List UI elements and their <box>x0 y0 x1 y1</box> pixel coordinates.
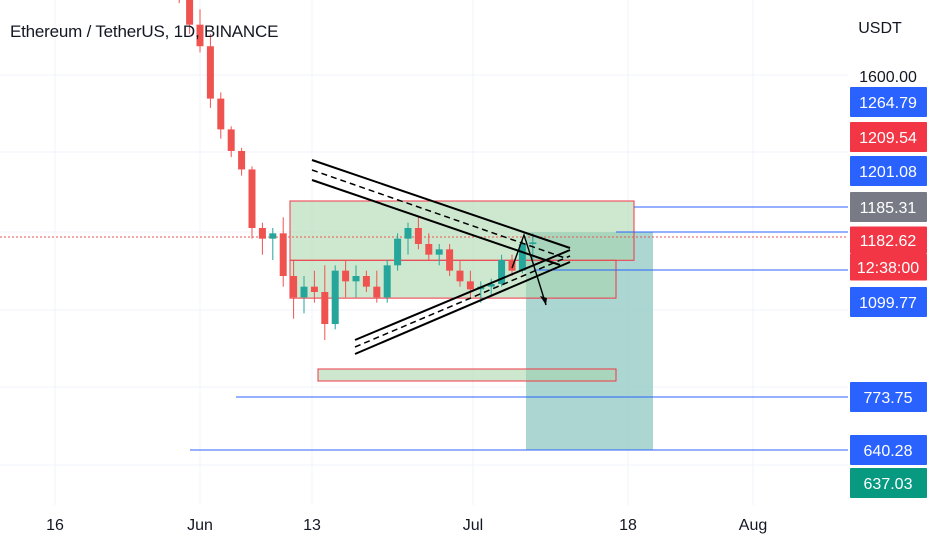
candle-body[interactable] <box>300 286 308 298</box>
candle-body[interactable] <box>227 129 235 151</box>
price-tag-text: 773.75 <box>864 390 913 407</box>
candle-body[interactable] <box>362 276 370 287</box>
candle-body[interactable] <box>196 24 204 47</box>
price-tag-text: 1099.77 <box>859 295 917 312</box>
candle-body[interactable] <box>466 281 474 290</box>
candle-body[interactable] <box>518 244 526 271</box>
candle-body[interactable] <box>446 249 454 271</box>
time-tick-label: 18 <box>619 517 637 534</box>
price-tag-text: 1201.08 <box>859 164 917 181</box>
candle-body[interactable] <box>394 238 402 266</box>
trendline-drawings <box>311 159 571 355</box>
price-tag-text: 640.28 <box>864 443 913 460</box>
price-tag <box>850 382 927 412</box>
candle-body[interactable] <box>279 233 287 276</box>
candle-body[interactable] <box>435 249 443 255</box>
candle-body[interactable] <box>331 270 339 324</box>
candle-series <box>178 0 537 340</box>
candle-body[interactable] <box>238 150 246 170</box>
time-axis-bg <box>0 505 932 550</box>
price-tag <box>850 192 927 222</box>
candle-body[interactable] <box>321 292 329 324</box>
candle-body[interactable] <box>217 98 225 130</box>
projection-path <box>511 232 547 306</box>
price-tag-text: 637.03 <box>864 476 913 493</box>
triangle-upper-line <box>311 159 571 249</box>
candle-body[interactable] <box>487 284 495 287</box>
triangle-lower-inner <box>354 261 571 355</box>
price-tick-label: 1600.00 <box>859 69 917 86</box>
price-tag <box>850 156 927 186</box>
price-tag-text: 12:38:00 <box>857 260 919 277</box>
candle-body[interactable] <box>186 0 194 25</box>
candle-body[interactable] <box>258 228 266 239</box>
time-tick-label: Jul <box>463 517 483 534</box>
candle-body[interactable] <box>352 276 360 282</box>
candle-body[interactable] <box>498 260 506 284</box>
candle-body[interactable] <box>456 270 464 282</box>
candle-body[interactable] <box>383 265 391 298</box>
candle-body[interactable] <box>269 233 277 239</box>
chart-title: Ethereum / TetherUS, 1D, BINANCE <box>10 22 279 41</box>
level-lines <box>0 206 848 451</box>
price-tag <box>850 253 927 281</box>
price-tag <box>850 122 927 152</box>
price-tag <box>850 435 927 465</box>
price-tag-text: 1209.54 <box>859 130 917 147</box>
candle-body[interactable] <box>404 228 412 239</box>
time-tick-label: 13 <box>303 517 321 534</box>
price-tag <box>850 468 927 498</box>
price-tag-text: 1264.79 <box>859 95 917 112</box>
time-tick-label: Jun <box>187 517 213 534</box>
candle-body[interactable] <box>414 228 422 244</box>
support-resistance-zone <box>317 368 617 382</box>
candle-body[interactable] <box>508 260 516 271</box>
time-tick-label: 16 <box>46 517 64 534</box>
price-tag <box>850 287 927 317</box>
candle-body[interactable] <box>248 169 256 228</box>
triangle-upper-dashed <box>311 169 566 259</box>
candle-body[interactable] <box>425 244 433 255</box>
candle-body[interactable] <box>206 46 214 99</box>
projection-arrowhead <box>540 296 547 305</box>
triangle-lower-dashed <box>354 255 571 348</box>
candle-body[interactable] <box>290 276 298 298</box>
price-tag <box>850 87 927 117</box>
candle-body[interactable] <box>310 286 318 292</box>
candle-body[interactable] <box>529 242 537 244</box>
time-tick-label: Aug <box>739 517 767 534</box>
price-tag <box>850 226 927 254</box>
candle-body[interactable] <box>373 286 381 298</box>
price-tag-text: 1185.31 <box>860 200 917 217</box>
candle-body[interactable] <box>342 270 350 282</box>
currency-label: USDT <box>858 20 902 37</box>
price-tag-text: 1182.62 <box>860 233 917 250</box>
